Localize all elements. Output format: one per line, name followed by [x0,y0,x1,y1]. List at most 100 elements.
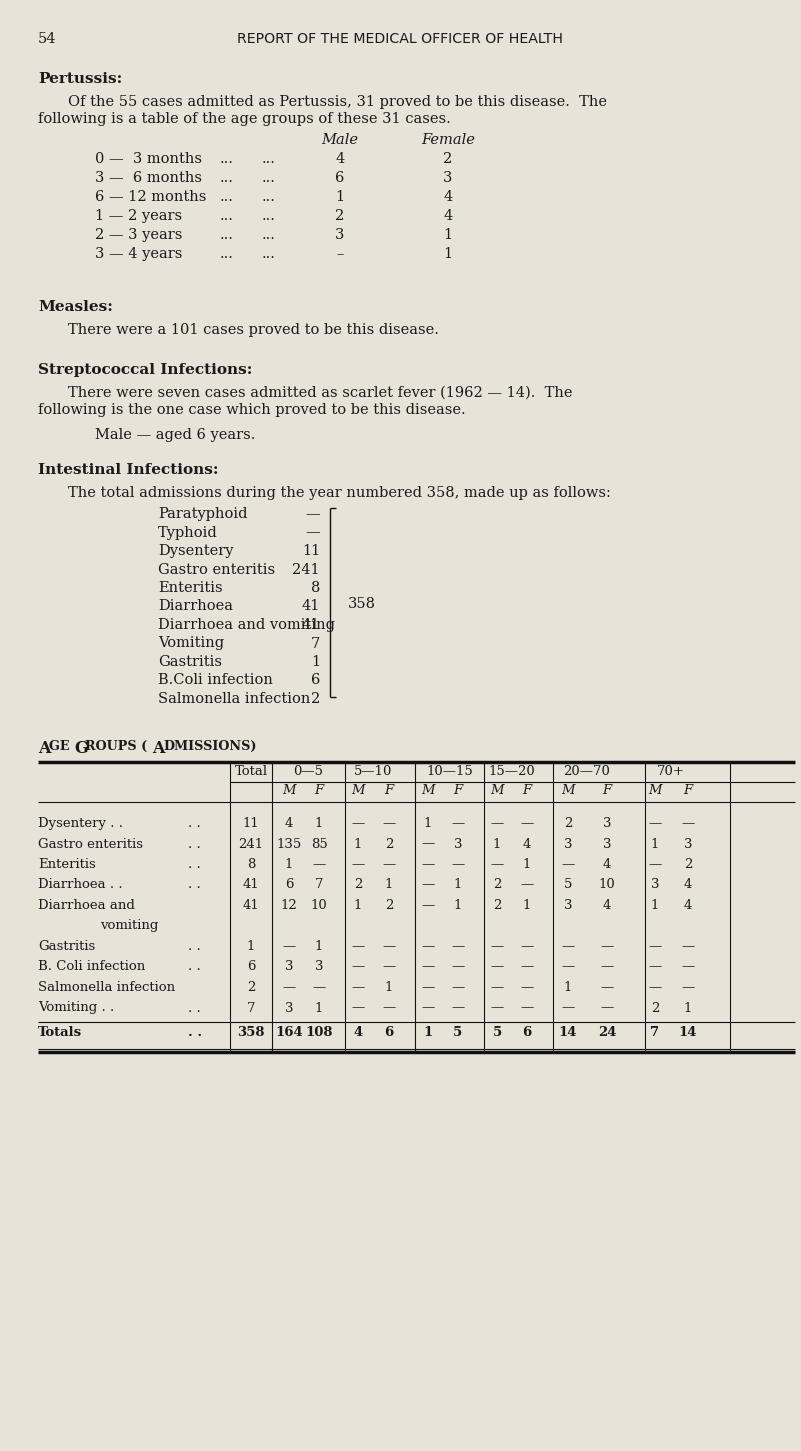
Text: 7: 7 [315,878,324,891]
Text: —: — [382,940,396,953]
Text: 135: 135 [276,837,302,850]
Text: . .: . . [188,961,201,974]
Text: Male — aged 6 years.: Male — aged 6 years. [95,428,256,443]
Text: —: — [452,858,465,871]
Text: —: — [452,981,465,994]
Text: Totals: Totals [38,1026,83,1039]
Text: 2: 2 [684,858,692,871]
Text: —: — [521,1001,533,1014]
Text: 10: 10 [311,900,328,913]
Text: —: — [601,940,614,953]
Text: 3: 3 [684,837,692,850]
Text: 15—20: 15—20 [489,765,535,778]
Text: Gastritis: Gastritis [38,940,95,953]
Text: M: M [421,784,435,797]
Text: 1: 1 [315,817,323,830]
Text: Gastro enteritis: Gastro enteritis [38,837,143,850]
Text: 3: 3 [443,171,453,184]
Text: 2: 2 [384,837,393,850]
Text: —: — [648,940,662,953]
Text: 1: 1 [384,981,393,994]
Text: Pertussis:: Pertussis: [38,73,123,86]
Text: Salmonella infection: Salmonella infection [38,981,175,994]
Text: 7: 7 [650,1026,659,1039]
Text: 8: 8 [247,858,256,871]
Text: Vomiting: Vomiting [158,637,224,650]
Text: B.Coli infection: B.Coli infection [158,673,273,688]
Text: 3: 3 [602,837,611,850]
Text: A: A [38,740,50,757]
Text: Gastro enteritis: Gastro enteritis [158,563,275,576]
Text: 12: 12 [280,900,297,913]
Text: M: M [490,784,504,797]
Text: There were a 101 cases proved to be this disease.: There were a 101 cases proved to be this… [68,324,439,337]
Text: 6: 6 [247,961,256,974]
Text: ...: ... [220,209,234,223]
Text: —: — [421,961,435,974]
Text: —: — [312,858,326,871]
Text: —: — [305,525,320,540]
Text: 3: 3 [315,961,324,974]
Text: M: M [648,784,662,797]
Text: . .: . . [188,1026,202,1039]
Text: DMISSIONS): DMISSIONS) [163,740,256,753]
Text: —: — [382,1001,396,1014]
Text: —: — [562,940,574,953]
Text: —: — [521,878,533,891]
Text: 0 —  3 months: 0 — 3 months [95,152,202,165]
Text: —: — [682,981,694,994]
Text: Of the 55 cases admitted as Pertussis, 31 proved to be this disease.  The: Of the 55 cases admitted as Pertussis, 3… [68,94,607,109]
Text: 1 — 2 years: 1 — 2 years [95,209,182,223]
Text: —: — [421,940,435,953]
Text: 4: 4 [444,190,453,205]
Text: 41: 41 [243,900,260,913]
Text: —: — [421,1001,435,1014]
Text: 41: 41 [302,618,320,633]
Text: —: — [352,940,364,953]
Text: ...: ... [262,209,276,223]
Text: 2 — 3 years: 2 — 3 years [95,228,183,242]
Text: 1: 1 [354,837,362,850]
Text: 3: 3 [650,878,659,891]
Text: 1: 1 [424,1026,433,1039]
Text: Typhoid: Typhoid [158,525,218,540]
Text: —: — [521,817,533,830]
Text: —: — [305,506,320,521]
Text: 6: 6 [384,1026,393,1039]
Text: —: — [562,1001,574,1014]
Text: ...: ... [220,247,234,261]
Text: 3 — 4 years: 3 — 4 years [95,247,183,261]
Text: —: — [352,981,364,994]
Text: 1: 1 [454,878,462,891]
Text: 2: 2 [444,152,453,165]
Text: 5—10: 5—10 [354,765,392,778]
Text: 41: 41 [243,878,260,891]
Text: 2: 2 [650,1001,659,1014]
Text: ...: ... [262,171,276,184]
Text: 54: 54 [38,32,57,46]
Text: F: F [602,784,612,797]
Text: ...: ... [262,152,276,165]
Text: 24: 24 [598,1026,616,1039]
Text: 3: 3 [453,837,462,850]
Text: Enteritis: Enteritis [38,858,96,871]
Text: 3 —  6 months: 3 — 6 months [95,171,202,184]
Text: 2: 2 [493,900,501,913]
Text: 2: 2 [354,878,362,891]
Text: 4: 4 [444,209,453,223]
Text: –: – [336,247,344,261]
Text: 41: 41 [302,599,320,614]
Text: 11: 11 [243,817,260,830]
Text: . .: . . [188,878,201,891]
Text: —: — [382,961,396,974]
Text: 3: 3 [564,900,572,913]
Text: . .: . . [188,940,201,953]
Text: . .: . . [188,858,201,871]
Text: —: — [648,858,662,871]
Text: —: — [648,981,662,994]
Text: 7: 7 [247,1001,256,1014]
Text: 1: 1 [493,837,501,850]
Text: 4: 4 [684,878,692,891]
Text: 6 — 12 months: 6 — 12 months [95,190,207,205]
Text: 241: 241 [239,837,264,850]
